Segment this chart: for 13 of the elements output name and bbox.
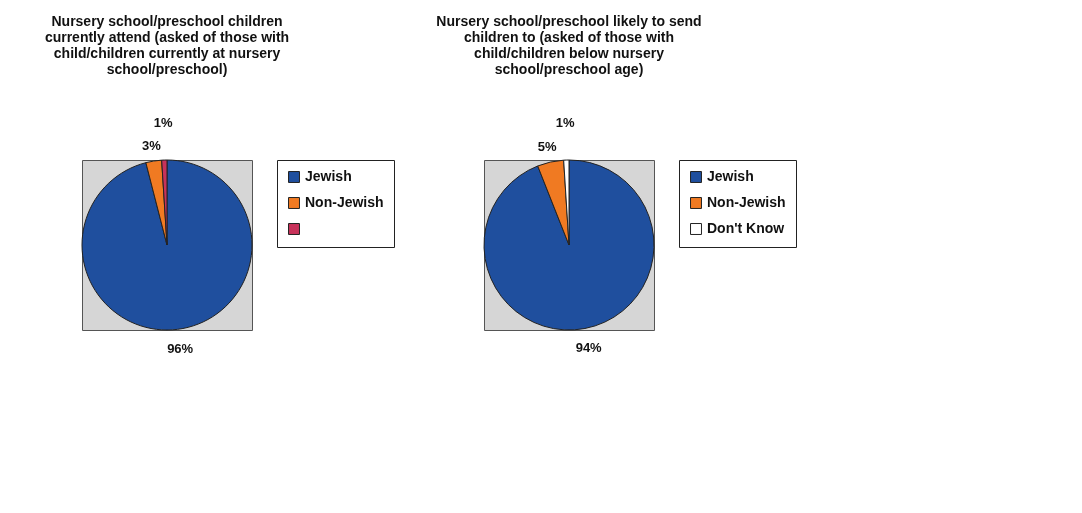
legend-label: Jewish <box>707 168 754 184</box>
data-label: 96% <box>167 341 194 357</box>
legend-label: Non-Jewish <box>305 194 384 210</box>
data-label: 1% <box>555 115 575 131</box>
chart-title: Nursery school/preschool children currently attend (asked of those with child/children currently at nursery school/preschool) <box>44 13 290 78</box>
data-label: 1% <box>153 115 173 131</box>
legend-label: Jewish <box>305 168 352 184</box>
legend-label: Don't Know <box>707 220 785 236</box>
data-label: 3% <box>141 138 162 154</box>
chart-title: Nursery school/preschool likely to send children to (asked of those with child/children below nursery school/preschool age) <box>436 13 702 78</box>
data-label: 5% <box>537 139 558 155</box>
legend-label: Non-Jewish <box>707 194 786 210</box>
data-label: 94% <box>575 340 603 356</box>
